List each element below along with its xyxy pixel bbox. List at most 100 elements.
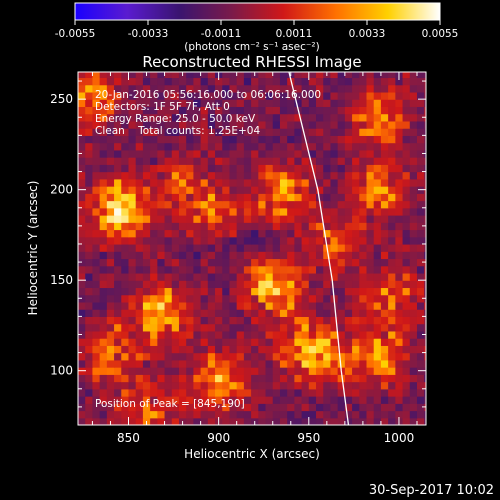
heatmap-cell bbox=[395, 157, 404, 165]
heatmap-cell bbox=[78, 128, 86, 136]
heatmap-cell bbox=[308, 403, 317, 412]
heatmap-cell bbox=[416, 200, 425, 209]
heatmap-cell bbox=[251, 149, 259, 158]
heatmap-cell bbox=[265, 396, 274, 404]
heatmap-cell bbox=[344, 323, 353, 332]
heatmap-cell bbox=[366, 193, 375, 202]
heatmap-cell bbox=[316, 178, 324, 187]
heatmap-cell bbox=[323, 410, 332, 419]
heatmap-cell bbox=[330, 251, 339, 260]
heatmap-cell bbox=[359, 113, 368, 122]
heatmap-cell bbox=[85, 345, 94, 354]
heatmap-cell bbox=[186, 215, 194, 223]
heatmap-cell bbox=[178, 200, 187, 209]
heatmap-cell bbox=[92, 193, 101, 202]
heatmap-cell bbox=[200, 287, 209, 296]
heatmap-cell bbox=[316, 207, 324, 216]
heatmap-cell bbox=[323, 265, 332, 274]
heatmap-cell bbox=[308, 374, 317, 383]
heatmap-cell bbox=[193, 99, 202, 107]
heatmap-cell bbox=[85, 142, 94, 151]
heatmap-cell bbox=[164, 72, 173, 79]
heatmap-cell bbox=[106, 164, 115, 173]
heatmap-cell bbox=[229, 135, 238, 144]
heatmap-cell bbox=[243, 323, 252, 332]
heatmap-cell bbox=[366, 301, 375, 310]
heatmap-cell bbox=[215, 352, 223, 361]
heatmap-cell bbox=[164, 99, 173, 107]
heatmap-cell bbox=[114, 84, 122, 93]
heatmap-cell bbox=[344, 229, 353, 238]
heatmap-cell bbox=[157, 374, 166, 383]
heatmap-cell bbox=[215, 84, 223, 93]
heatmap-cell bbox=[207, 272, 216, 281]
heatmap-cell bbox=[424, 323, 426, 332]
heatmap-cell bbox=[294, 84, 303, 93]
heatmap-cell bbox=[135, 84, 144, 93]
heatmap-cell bbox=[359, 381, 368, 390]
heatmap-cell bbox=[373, 99, 382, 107]
heatmap-cell bbox=[308, 396, 317, 404]
heatmap-cell bbox=[265, 265, 274, 274]
heatmap-cell bbox=[200, 142, 209, 151]
heatmap-cell bbox=[330, 236, 339, 245]
heatmap-cell bbox=[222, 72, 231, 79]
heatmap-cell bbox=[106, 84, 115, 93]
heatmap-cell bbox=[388, 280, 396, 289]
heatmap-cell bbox=[121, 374, 130, 383]
heatmap-cell bbox=[359, 142, 368, 151]
heatmap-cell bbox=[150, 99, 158, 107]
heatmap-cell bbox=[287, 215, 295, 223]
heatmap-cell bbox=[142, 120, 151, 129]
heatmap-cell bbox=[402, 396, 411, 404]
heatmap-cell bbox=[316, 272, 324, 281]
heatmap-cell bbox=[92, 396, 101, 404]
heatmap-cell bbox=[366, 171, 375, 180]
heatmap-cell bbox=[416, 99, 425, 107]
heatmap-cell bbox=[323, 359, 332, 368]
heatmap-cell bbox=[215, 388, 223, 397]
heatmap-cell bbox=[114, 149, 122, 158]
heatmap-cell bbox=[142, 207, 151, 216]
heatmap-cell bbox=[236, 84, 245, 93]
heatmap-cell bbox=[106, 287, 115, 296]
heatmap-cell bbox=[352, 316, 360, 325]
heatmap-cell bbox=[85, 417, 94, 425]
heatmap-cell bbox=[150, 120, 158, 129]
heatmap-cell bbox=[92, 215, 101, 223]
heatmap-cell bbox=[316, 229, 324, 238]
heatmap-cell bbox=[92, 251, 101, 260]
heatmap-cell bbox=[171, 367, 180, 375]
heatmap-cell bbox=[344, 374, 353, 383]
heatmap-cell bbox=[92, 186, 101, 194]
heatmap-cell bbox=[121, 381, 130, 390]
heatmap-cell bbox=[92, 106, 101, 115]
heatmap-cell bbox=[121, 207, 130, 216]
heatmap-cell bbox=[222, 142, 231, 151]
heatmap-cell bbox=[243, 388, 252, 397]
heatmap-cell bbox=[402, 222, 411, 231]
heatmap-cell bbox=[193, 106, 202, 115]
heatmap-cell bbox=[380, 135, 389, 144]
heatmap-cell bbox=[215, 367, 223, 375]
heatmap-cell bbox=[402, 367, 411, 375]
heatmap-cell bbox=[215, 193, 223, 202]
heatmap-cell bbox=[243, 374, 252, 383]
heatmap-cell bbox=[251, 215, 259, 223]
heatmap-cell bbox=[243, 171, 252, 180]
heatmap-cell bbox=[243, 84, 252, 93]
heatmap-cell bbox=[78, 200, 86, 209]
heatmap-cell bbox=[258, 243, 267, 252]
heatmap-cell bbox=[272, 157, 281, 165]
heatmap-cell bbox=[301, 258, 310, 267]
heatmap-cell bbox=[373, 157, 382, 165]
heatmap-cell bbox=[279, 265, 288, 274]
heatmap-cell bbox=[395, 272, 404, 281]
heatmap-cell bbox=[236, 77, 245, 86]
heatmap-cell bbox=[128, 164, 137, 173]
heatmap-cell bbox=[178, 164, 187, 173]
heatmap-cell bbox=[272, 352, 281, 361]
heatmap-cell bbox=[186, 374, 194, 383]
heatmap-cell bbox=[416, 258, 425, 267]
heatmap-cell bbox=[207, 207, 216, 216]
